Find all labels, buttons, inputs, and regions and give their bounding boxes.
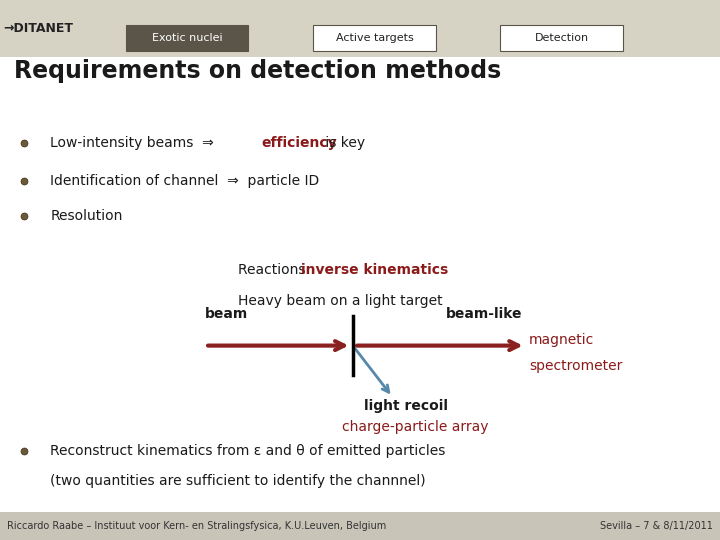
Text: Exotic nuclei: Exotic nuclei [152,33,222,43]
Text: Low-intensity beams  ⇒: Low-intensity beams ⇒ [50,136,223,150]
Bar [126,25,248,51]
Text: Active targets: Active targets [336,33,413,43]
Bar [500,25,623,51]
Text: Resolution: Resolution [50,209,123,223]
Text: charge-particle array: charge-particle array [342,420,488,434]
Text: Identification of channel  ⇒  particle ID: Identification of channel ⇒ particle ID [50,174,320,188]
Text: is key: is key [321,136,365,150]
Bar [0,0,720,57]
Text: Sevilla – 7 & 8/11/2011: Sevilla – 7 & 8/11/2011 [600,521,713,531]
Text: inverse kinematics: inverse kinematics [301,263,449,277]
Bar [313,25,436,51]
Text: Heavy beam on a light target: Heavy beam on a light target [238,294,442,308]
Text: Detection: Detection [534,33,589,43]
Text: efficiency: efficiency [261,136,337,150]
Text: →DITANET: →DITANET [4,22,73,35]
Text: light recoil: light recoil [364,399,448,413]
Text: Requirements on detection methods: Requirements on detection methods [14,59,502,83]
Text: Reactions:: Reactions: [238,263,314,277]
Text: beam: beam [205,307,248,321]
Text: spectrometer: spectrometer [529,359,623,373]
Text: beam-like: beam-like [446,307,522,321]
Bar [0,512,720,540]
Text: Reconstruct kinematics from ε and θ of emitted particles: Reconstruct kinematics from ε and θ of e… [50,444,446,458]
Text: (two quantities are sufficient to identify the channnel): (two quantities are sufficient to identi… [50,474,426,488]
Text: magnetic: magnetic [529,333,595,347]
Text: Riccardo Raabe – Instituut voor Kern- en Stralingsfysica, K.U.Leuven, Belgium: Riccardo Raabe – Instituut voor Kern- en… [7,521,387,531]
